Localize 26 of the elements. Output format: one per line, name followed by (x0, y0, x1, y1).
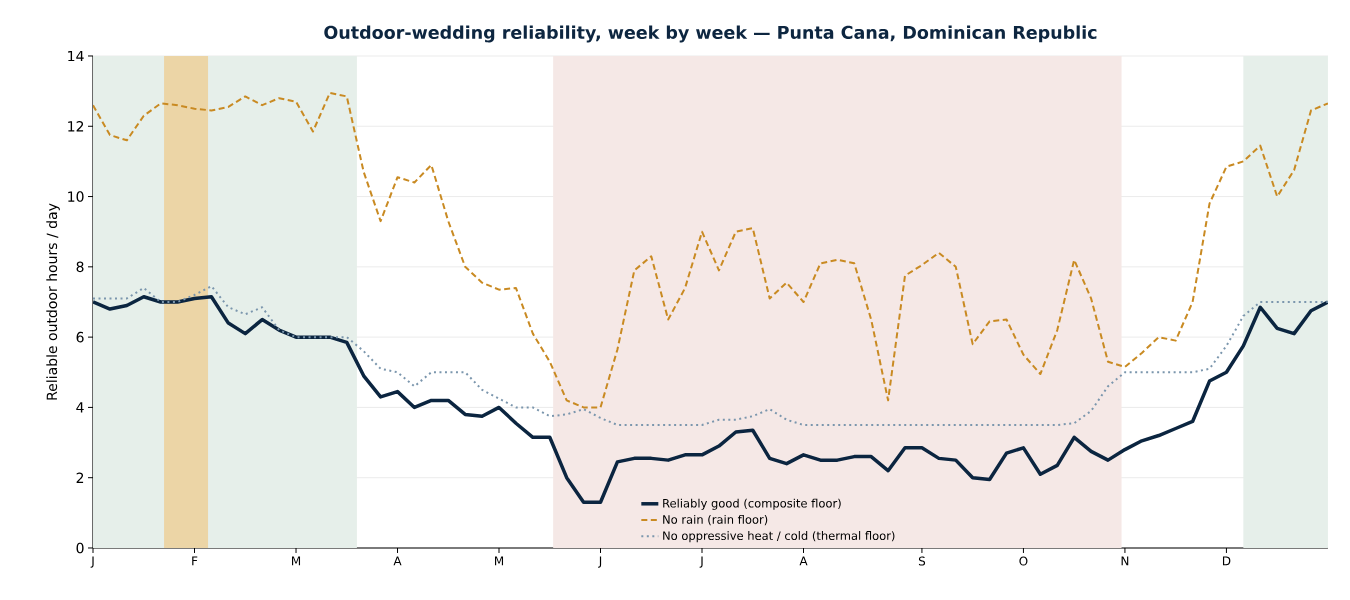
legend-label: No rain (rain floor) (663, 514, 768, 526)
x-tick-label: M (292, 556, 301, 566)
x-tick-label: A (393, 556, 402, 566)
x-tick-label: S (918, 556, 926, 566)
x-tick-label: F (192, 556, 198, 566)
line-series (93, 91, 1328, 409)
legend-label: No oppressive heat / cold (thermal floor) (663, 531, 895, 543)
y-axis-title: Reliable outdoor hours / day (46, 203, 60, 400)
x-tick-label: N (1121, 556, 1129, 566)
y-tick-label: 2 (76, 472, 84, 483)
y-tick-label: 14 (68, 50, 84, 62)
y-tick-label: 6 (76, 331, 84, 343)
x-tick-label: J (598, 556, 602, 568)
y-tick-label: 4 (76, 402, 84, 413)
x-tick-label: M (495, 556, 504, 566)
x-tick-label: A (799, 556, 808, 566)
legend-label: Reliably good (composite floor) (663, 498, 841, 510)
x-tick-label: D (1222, 556, 1231, 566)
x-tick-label: J (90, 556, 94, 568)
y-tick-label: 10 (68, 191, 84, 202)
x-tick-label: O (1019, 556, 1028, 566)
y-tick-label: 8 (76, 261, 84, 273)
x-tick-label: J (699, 556, 703, 568)
y-tick-label: 0 (76, 542, 84, 554)
y-tick-label: 12 (68, 121, 84, 132)
chart-title: Outdoor-wedding reliability, week by week — Punta Cana, Dominican Republic (324, 25, 1097, 43)
